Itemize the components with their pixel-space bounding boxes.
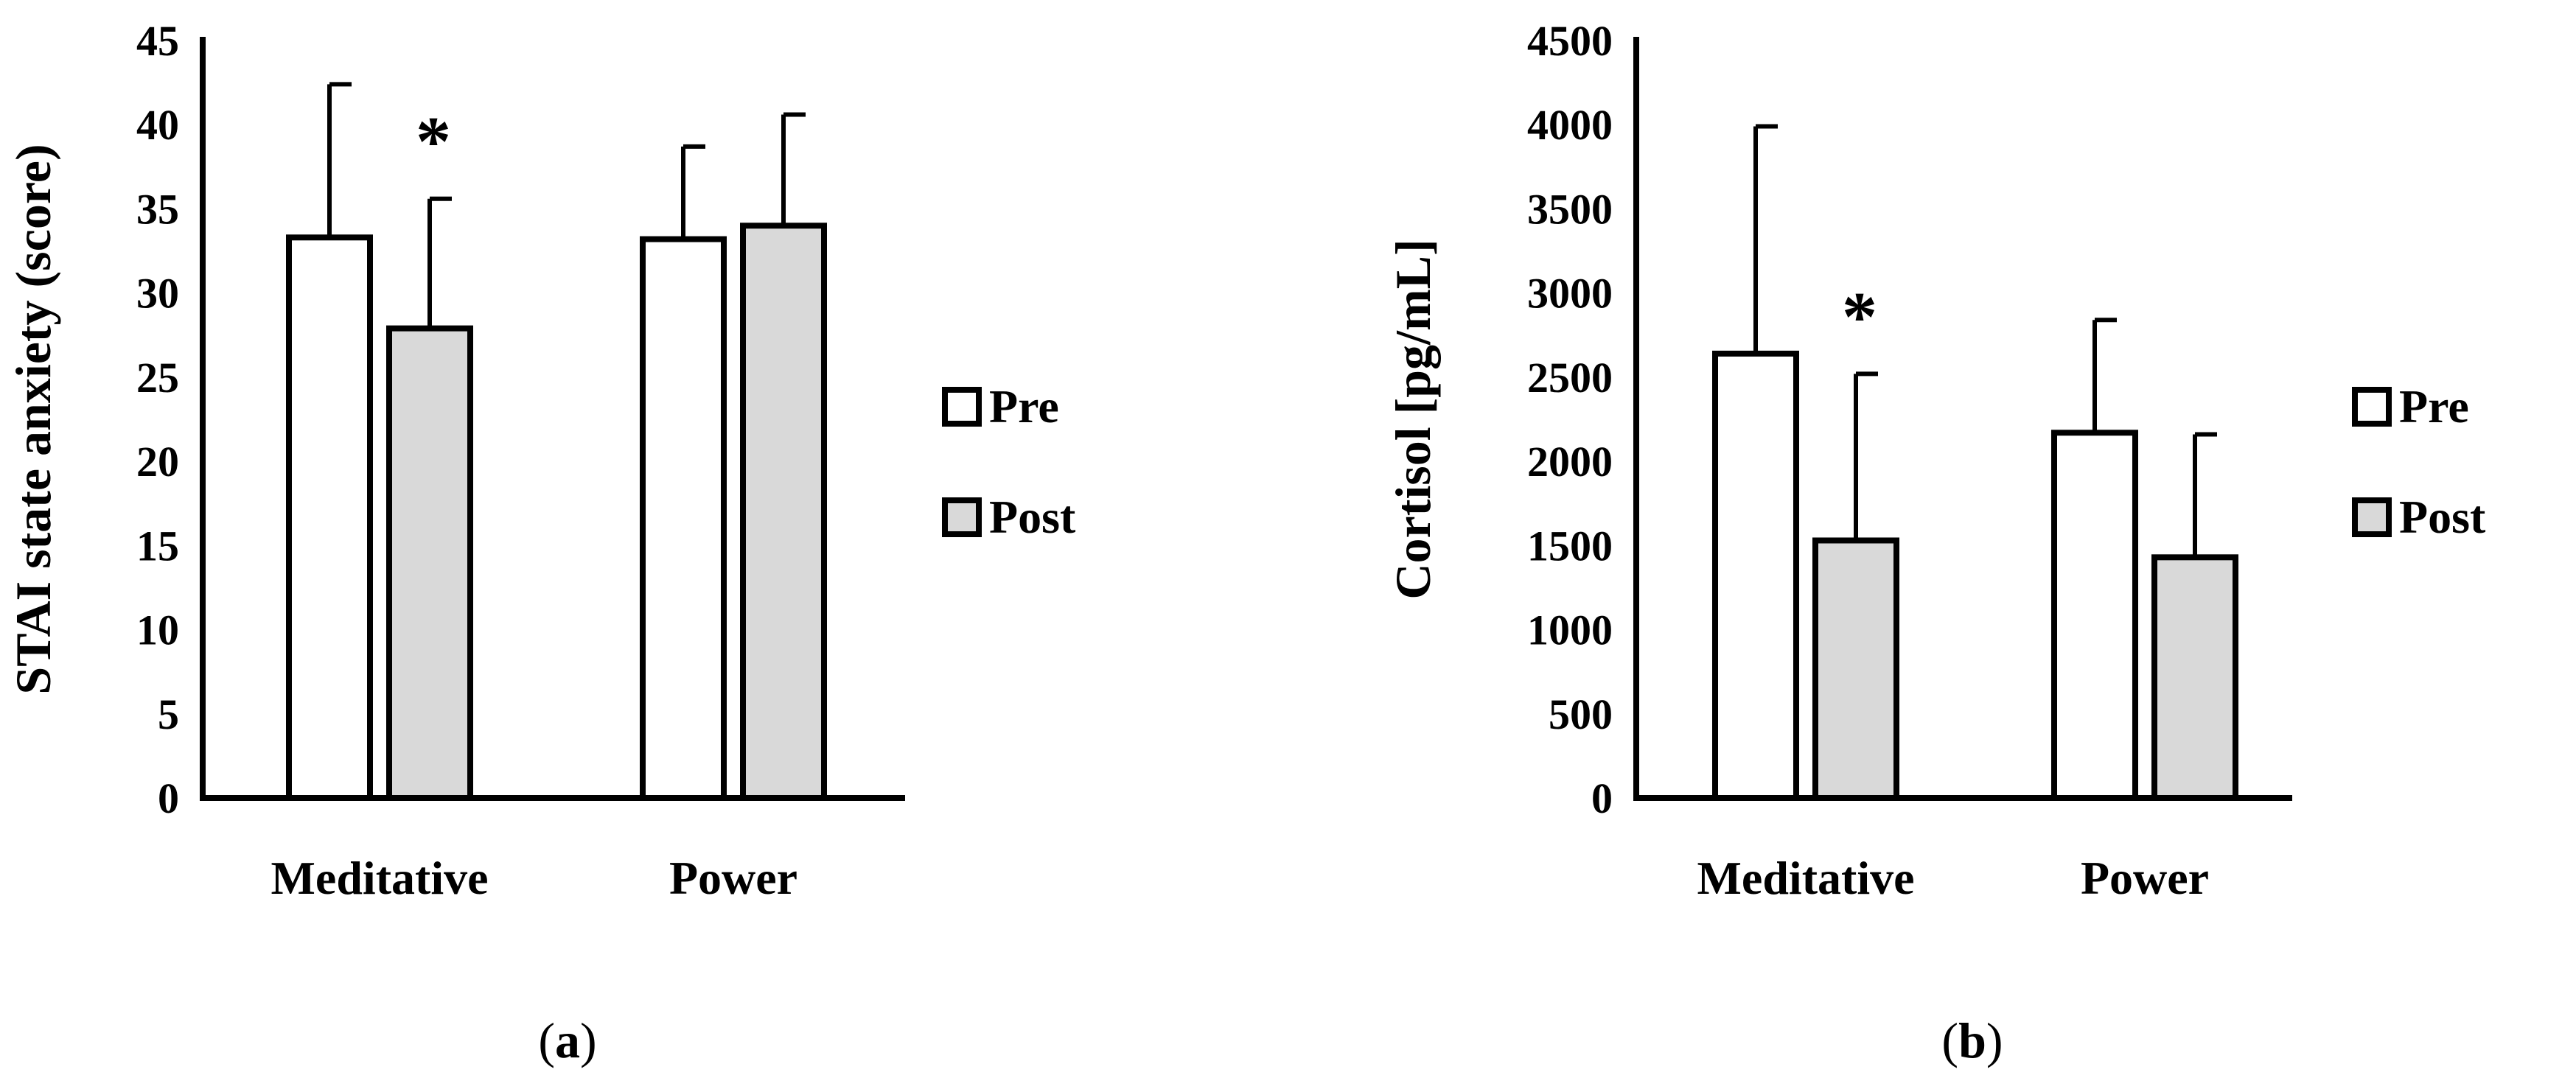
y-tick-label: 35 (136, 185, 179, 233)
significance-marker: * (1842, 277, 1877, 356)
bar-post-meditative (386, 325, 473, 801)
chart-panel-a: 0 5 10 15 20 25 30 35 40 45 STAI state anxiety (sc… (5, 17, 1076, 1068)
panel-label-paren: ( (1941, 1012, 1958, 1068)
panel-label-paren: ) (1986, 1012, 2003, 1068)
y-tick-label: 45 (136, 17, 179, 65)
panel-label-paren: ) (580, 1012, 597, 1068)
y-tick-label: 3000 (1527, 270, 1613, 318)
panel-label: (a) (538, 1012, 596, 1068)
x-category-label: Power (2081, 852, 2209, 904)
legend-swatch-pre (942, 387, 982, 427)
significance-marker: * (416, 102, 451, 181)
y-tick-label: 4500 (1527, 17, 1613, 65)
legend-label-pre: Pre (2399, 380, 2469, 433)
y-tick-label: 25 (136, 354, 179, 402)
y-tick-label: 20 (136, 438, 179, 486)
panel-label-paren: ( (538, 1012, 555, 1068)
y-tick-label: 3500 (1527, 185, 1613, 233)
legend-swatch-post (2352, 497, 2392, 537)
bar-pre-power (2051, 430, 2138, 802)
y-tick-label: 10 (136, 606, 179, 654)
y-tick-label: 30 (136, 270, 179, 318)
legend-swatch-pre (2352, 387, 2392, 427)
legend-swatch-post (942, 497, 982, 537)
y-tick-label: 4000 (1527, 101, 1613, 149)
y-tick-label: 15 (136, 522, 179, 570)
y-tick-label: 0 (158, 774, 179, 822)
x-category-label: Meditative (1697, 852, 1915, 904)
bar-post-power (740, 223, 827, 801)
y-axis-label: Cortisol [pg/mL] (1385, 239, 1441, 599)
legend-label-post: Post (2399, 491, 2486, 543)
y-tick-label: 500 (1549, 690, 1613, 738)
bar-pre-meditative (1712, 350, 1799, 801)
y-tick-label: 0 (1591, 774, 1613, 822)
bar-post-power (2151, 554, 2238, 802)
y-tick-label: 2000 (1527, 438, 1613, 486)
y-tick-label: 5 (158, 690, 179, 738)
chart-panel-b: 0 500 1000 1500 2000 2500 3000 3500 4000 4500 Cort… (1385, 17, 2486, 1068)
x-category-label: Power (669, 852, 797, 904)
y-tick-label: 1500 (1527, 522, 1613, 570)
bar-post-meditative (1812, 537, 1899, 801)
y-tick-label: 2500 (1527, 354, 1613, 402)
bar-pre-meditative (286, 234, 373, 801)
y-tick-label: 1000 (1527, 606, 1613, 654)
bar-pre-power (640, 236, 727, 801)
legend-label-pre: Pre (989, 380, 1059, 433)
legend-label-post: Post (989, 491, 1076, 543)
panel-label-letter: b (1958, 1012, 1986, 1068)
y-axis-label: STAI state anxiety (score) (5, 144, 61, 694)
x-category-label: Meditative (271, 852, 489, 904)
panel-label-letter: a (555, 1012, 580, 1068)
y-tick-label: 40 (136, 101, 179, 149)
panel-label: (b) (1941, 1012, 2003, 1068)
